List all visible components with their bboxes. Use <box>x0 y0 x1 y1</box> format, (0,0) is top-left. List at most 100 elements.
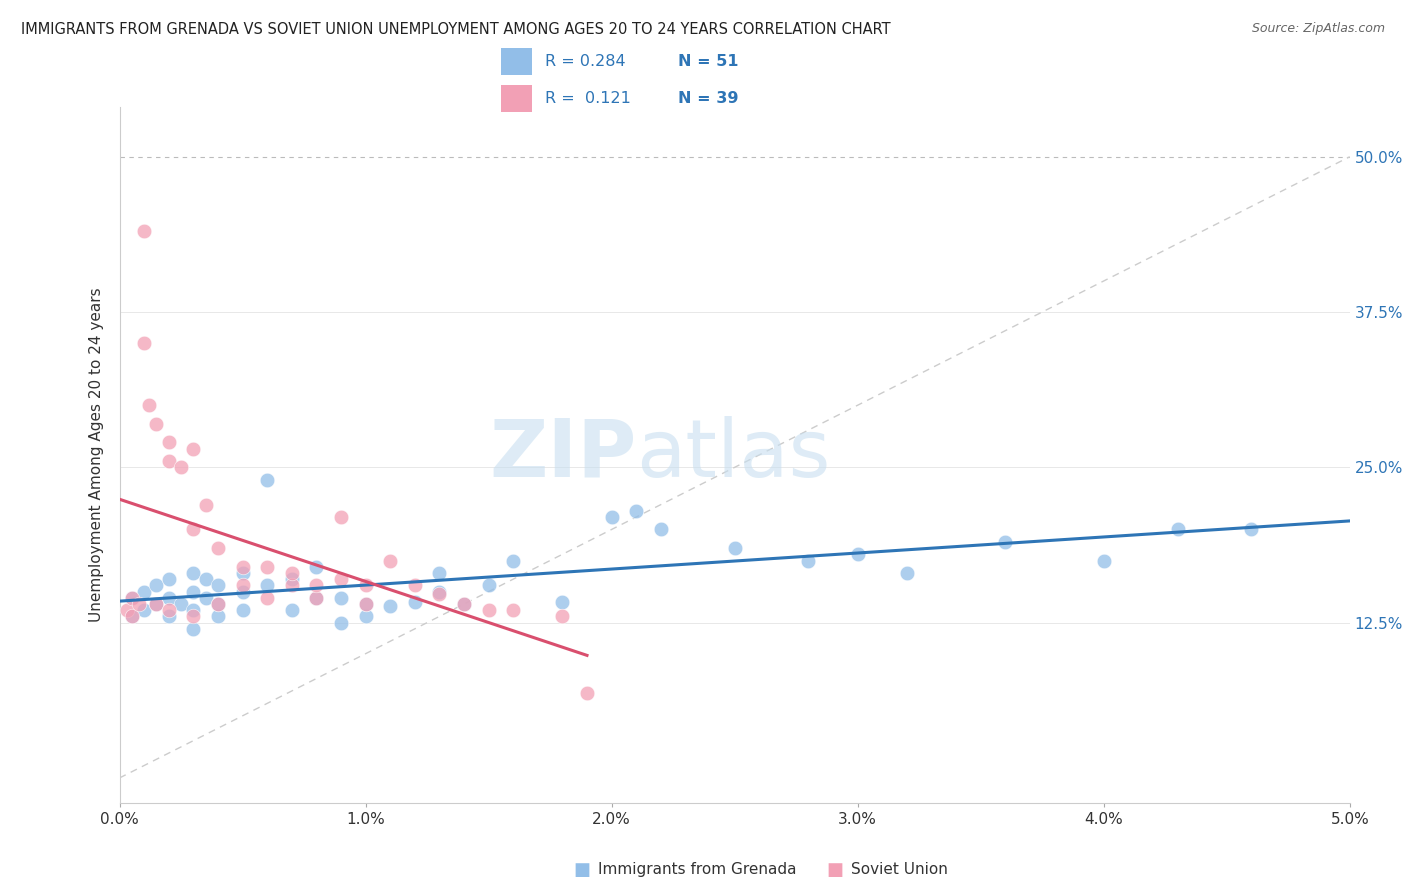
Text: Immigrants from Grenada: Immigrants from Grenada <box>598 863 796 877</box>
Point <box>157 591 180 605</box>
Point <box>650 523 672 537</box>
Point <box>132 584 156 599</box>
Point <box>256 591 278 605</box>
Point <box>427 566 450 580</box>
Point <box>281 578 304 592</box>
Point <box>157 609 180 624</box>
FancyBboxPatch shape <box>502 48 533 76</box>
Point <box>256 473 278 487</box>
Point <box>132 603 156 617</box>
Point <box>138 398 160 412</box>
Text: R = 0.284: R = 0.284 <box>544 54 626 70</box>
Point <box>896 566 918 580</box>
Point <box>121 591 143 605</box>
Point <box>194 498 217 512</box>
Point <box>354 609 377 624</box>
Point <box>231 566 254 580</box>
Point <box>502 553 524 567</box>
Point <box>551 609 574 624</box>
Point <box>1166 523 1188 537</box>
Point <box>453 597 475 611</box>
Point <box>354 597 377 611</box>
Point <box>183 442 205 456</box>
Y-axis label: Unemployment Among Ages 20 to 24 years: Unemployment Among Ages 20 to 24 years <box>89 287 104 623</box>
Point <box>231 584 254 599</box>
Point <box>145 597 167 611</box>
Text: N = 39: N = 39 <box>678 91 738 106</box>
Point <box>846 547 869 561</box>
Point <box>600 510 623 524</box>
Point <box>115 603 138 617</box>
Point <box>626 504 648 518</box>
Point <box>305 591 328 605</box>
Point <box>231 559 254 574</box>
Point <box>723 541 745 555</box>
Point <box>145 578 167 592</box>
Point <box>231 603 254 617</box>
Point <box>378 553 402 567</box>
Point <box>329 510 352 524</box>
Point <box>329 615 352 630</box>
Point <box>256 578 278 592</box>
Point <box>427 584 450 599</box>
Text: N = 51: N = 51 <box>678 54 738 70</box>
Point <box>477 578 501 592</box>
Point <box>207 597 229 611</box>
Point <box>170 460 193 475</box>
Point <box>797 553 820 567</box>
Point <box>121 609 143 624</box>
Point <box>231 578 254 592</box>
Text: atlas: atlas <box>636 416 831 494</box>
Text: ■: ■ <box>827 861 844 879</box>
Text: R =  0.121: R = 0.121 <box>544 91 630 106</box>
Point <box>354 578 377 592</box>
Point <box>207 597 229 611</box>
Text: ZIP: ZIP <box>489 416 636 494</box>
Text: Source: ZipAtlas.com: Source: ZipAtlas.com <box>1251 22 1385 36</box>
Point <box>1092 553 1115 567</box>
Point <box>404 578 426 592</box>
Point <box>305 591 328 605</box>
Point <box>576 686 599 700</box>
Point <box>502 603 524 617</box>
Point <box>1240 523 1263 537</box>
Point <box>157 454 180 468</box>
Point <box>305 578 328 592</box>
Point <box>132 224 156 238</box>
Point <box>207 541 229 555</box>
Point <box>256 559 278 574</box>
Point <box>281 603 304 617</box>
Point <box>194 591 217 605</box>
Point <box>281 566 304 580</box>
Point <box>145 417 167 431</box>
Point <box>404 594 426 608</box>
FancyBboxPatch shape <box>502 85 533 112</box>
Point <box>157 435 180 450</box>
Point <box>551 594 574 608</box>
Point <box>453 597 475 611</box>
Point <box>183 584 205 599</box>
Text: ■: ■ <box>574 861 591 879</box>
Point <box>281 572 304 586</box>
Point <box>121 591 143 605</box>
Point <box>128 597 150 611</box>
Point <box>207 578 229 592</box>
Point <box>157 572 180 586</box>
Point <box>427 587 450 601</box>
Point <box>994 534 1017 549</box>
Point <box>183 566 205 580</box>
Point <box>329 591 352 605</box>
Point <box>183 523 205 537</box>
Point <box>183 609 205 624</box>
Point <box>378 599 402 614</box>
Point <box>121 609 143 624</box>
Point <box>170 597 193 611</box>
Point <box>145 597 167 611</box>
Point <box>183 622 205 636</box>
Point <box>207 609 229 624</box>
Text: Soviet Union: Soviet Union <box>851 863 948 877</box>
Point <box>157 603 180 617</box>
Point <box>477 603 501 617</box>
Point <box>354 597 377 611</box>
Point <box>329 572 352 586</box>
